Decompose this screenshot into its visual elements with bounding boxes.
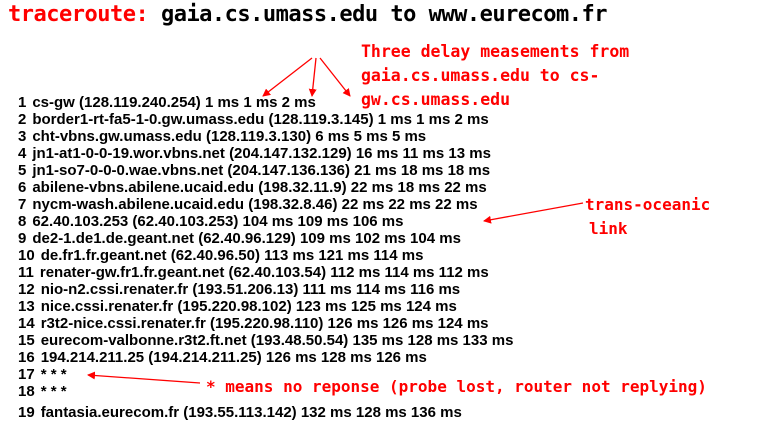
hop-text: cht-vbns.gw.umass.edu (128.119.3.130) 6 … (32, 128, 427, 145)
hop-number: 13 (18, 298, 35, 315)
hop-line: 10 de.fr1.fr.geant.net (62.40.96.50) 113 … (18, 247, 423, 264)
hop-number: 1 (18, 94, 27, 111)
transoceanic-arrow (483, 202, 584, 224)
hop-text: * * * (40, 383, 67, 400)
hop-line: 16 194.214.211.25 (194.214.211.25) 126 ms… (18, 349, 427, 366)
hop-text: eurecom-valbonne.r3t2.ft.net (193.48.50.… (40, 332, 514, 349)
hop-line: 9 de2-1.de1.de.geant.net (62.40.96.129) 1… (18, 230, 461, 247)
hop-text: nio-n2.cssi.renater.fr (193.51.206.13) 1… (40, 281, 461, 298)
hop-text: de2-1.de1.de.geant.net (62.40.96.129) 10… (32, 230, 461, 247)
hop-number: 12 (18, 281, 35, 298)
hop-line: 18 * * * (18, 383, 67, 400)
hop-line: 5 jn1-so7-0-0-0.wae.vbns.net (204.147.136… (18, 162, 490, 179)
hop-number: 7 (18, 196, 27, 213)
hop-line: 8 62.40.103.253 (62.40.103.253) 104 ms 10… (18, 213, 403, 230)
delay-note-line: gaia.cs.umass.edu to cs- (361, 66, 600, 85)
hop-line: 13 nice.cssi.renater.fr (195.220.98.102) … (18, 298, 457, 315)
delay-arrow-1 (262, 57, 313, 97)
hop-line: 12 nio-n2.cssi.renater.fr (193.51.206.13)… (18, 281, 460, 298)
hop-number: 5 (18, 162, 27, 179)
hop-line: 15 eurecom-valbonne.r3t2.ft.net (193.48.5… (18, 332, 513, 349)
hop-text: * * * (40, 366, 67, 383)
hop-line: 17 * * * (18, 366, 67, 383)
hop-text: nycm-wash.abilene.ucaid.edu (198.32.8.46… (32, 196, 478, 213)
hop-text: r3t2-nice.cssi.renater.fr (195.220.98.11… (40, 315, 489, 332)
title-command: traceroute: (8, 2, 149, 27)
hop-line: 1 cs-gw (128.119.240.254) 1 ms 1 ms 2 ms (18, 94, 316, 111)
hop-text: border1-rt-fa5-1-0.gw.umass.edu (128.119… (32, 111, 489, 128)
hop-number: 8 (18, 213, 27, 230)
hop-number: 9 (18, 230, 27, 247)
hop-line: 6 abilene-vbns.abilene.ucaid.edu (198.32.… (18, 179, 487, 196)
hop-number: 18 (18, 383, 35, 400)
hop-line: 19 fantasia.eurecom.fr (193.55.113.142) 1… (18, 404, 462, 421)
no-response-annotation: * means no reponse (probe lost, router n… (206, 377, 707, 396)
delay-annotation: Three delay measements from gaia.cs.umas… (361, 40, 629, 112)
hop-line: 2 border1-rt-fa5-1-0.gw.umass.edu (128.11… (18, 111, 489, 128)
hop-number: 4 (18, 145, 27, 162)
hop-number: 15 (18, 332, 35, 349)
hop-number: 14 (18, 315, 35, 332)
hop-line: 4 jn1-at1-0-0-19.wor.vbns.net (204.147.13… (18, 145, 491, 162)
transoceanic-note-line: trans-oceanic (585, 195, 711, 214)
hop-text: jn1-at1-0-0-19.wor.vbns.net (204.147.132… (32, 145, 491, 162)
hop-number: 11 (18, 264, 34, 281)
hop-text: de.fr1.fr.geant.net (62.40.96.50) 113 ms… (40, 247, 424, 264)
hop-number: 19 (18, 404, 35, 421)
hop-text: fantasia.eurecom.fr (193.55.113.142) 132… (40, 404, 462, 421)
hop-text: jn1-so7-0-0-0.wae.vbns.net (204.147.136.… (32, 162, 491, 179)
delay-arrow-3 (319, 57, 351, 97)
hop-line: 7 nycm-wash.abilene.ucaid.edu (198.32.8.4… (18, 196, 478, 213)
hop-number: 3 (18, 128, 27, 145)
hop-number: 16 (18, 349, 35, 366)
delay-note-line: Three delay measements from (361, 42, 630, 61)
delay-arrow-2 (308, 57, 317, 97)
no-response-arrow (87, 371, 201, 384)
transoceanic-annotation: trans-oceanic link (585, 193, 710, 241)
hop-text: cs-gw (128.119.240.254) 1 ms 1 ms 2 ms (32, 94, 316, 111)
hop-line: 3 cht-vbns.gw.umass.edu (128.119.3.130) 6… (18, 128, 426, 145)
hop-line: 11 renater-gw.fr1.fr.geant.net (62.40.103… (18, 264, 489, 281)
hop-text: renater-gw.fr1.fr.geant.net (62.40.103.5… (39, 264, 489, 281)
hop-text: nice.cssi.renater.fr (195.220.98.102) 12… (40, 298, 457, 315)
hop-line: 14 r3t2-nice.cssi.renater.fr (195.220.98.… (18, 315, 489, 332)
hop-number: 17 (18, 366, 35, 383)
hop-text: 194.214.211.25 (194.214.211.25) 126 ms 1… (40, 349, 427, 366)
slide-title: traceroute: gaia.cs.umass.edu to www.eur… (8, 2, 608, 27)
hop-number: 2 (18, 111, 27, 128)
hop-text: 62.40.103.253 (62.40.103.253) 104 ms 109… (32, 213, 404, 230)
title-rest: gaia.cs.umass.edu to www.eurecom.fr (148, 2, 608, 27)
hop-number: 6 (18, 179, 27, 196)
transoceanic-note-line: link (589, 219, 628, 238)
hop-text: abilene-vbns.abilene.ucaid.edu (198.32.1… (32, 179, 487, 196)
hop-number: 10 (18, 247, 35, 264)
delay-note-line: gw.cs.umass.edu (361, 90, 511, 109)
